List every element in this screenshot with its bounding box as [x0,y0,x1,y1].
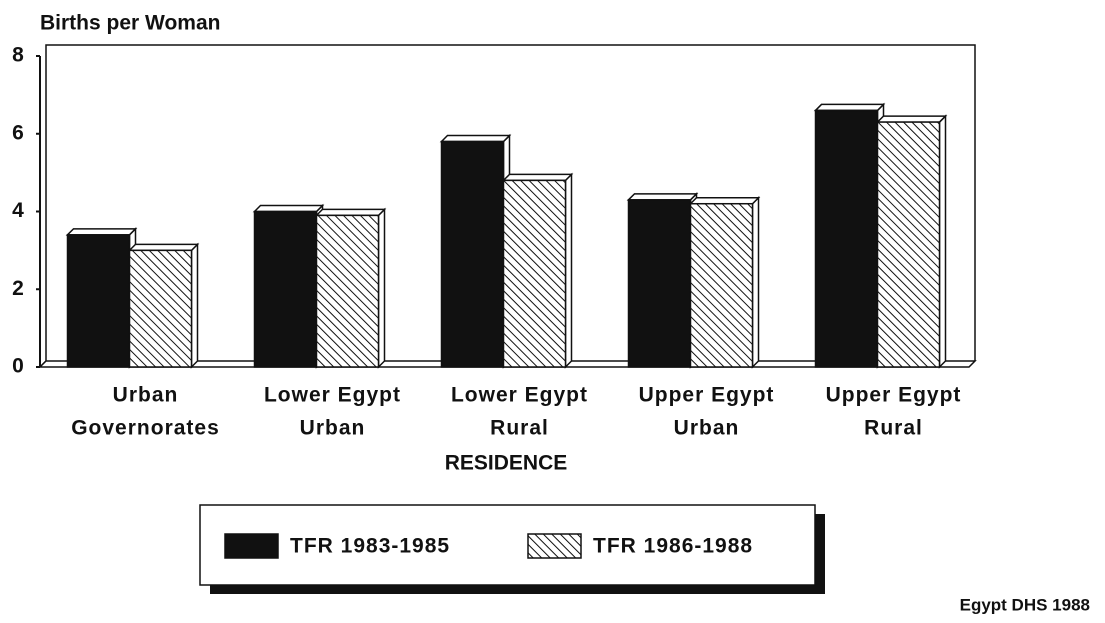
x-tick-label: Urban [113,384,179,407]
source-note: Egypt DHS 1988 [960,595,1090,614]
bar [440,140,505,368]
bar-top [813,103,886,112]
legend-swatch [224,533,279,559]
bar-top [314,208,387,217]
legend [199,504,816,586]
bar [627,199,692,368]
bar-side [751,195,760,369]
y-tick-label: 6 [12,121,24,144]
bar [814,109,879,368]
bar [253,210,318,368]
bar-top [127,243,200,252]
bar [502,179,567,368]
y-tick-label: 4 [12,199,24,222]
legend-label: TFR 1986-1988 [593,535,753,558]
y-axis-title: Births per Woman [40,12,220,35]
bar-top [439,134,512,143]
y-tick-label: 0 [12,355,24,378]
bar [876,121,941,368]
y-tick-label: 8 [12,44,24,67]
bar-top [65,228,138,236]
bar [689,202,754,368]
bar-side [190,242,199,369]
bar-top [688,196,761,205]
legend-swatch [527,533,582,559]
x-tick-label: Upper Egypt [826,384,962,407]
bar-side [377,207,386,369]
bar [66,234,131,368]
x-tick-label: Rural [864,417,923,440]
x-tick-label: Lower Egypt [264,384,401,407]
x-tick-label: Upper Egypt [639,384,775,407]
x-tick-label: Urban [300,417,366,440]
bar [315,214,380,368]
bar-top [501,173,574,182]
x-tick-label: Governorates [71,417,220,440]
bar-side [938,114,947,369]
x-tick-label: Urban [674,417,740,440]
x-axis-title: RESIDENCE [445,452,568,475]
bar-top [626,193,699,201]
legend-label: TFR 1983-1985 [290,535,450,558]
bar-top [875,115,948,123]
x-tick-label: Lower Egypt [451,384,588,407]
y-tick-label: 2 [12,277,24,300]
bar-side [564,172,573,369]
bar-top [252,204,325,213]
x-tick-label: Rural [490,417,549,440]
bar [128,249,193,368]
